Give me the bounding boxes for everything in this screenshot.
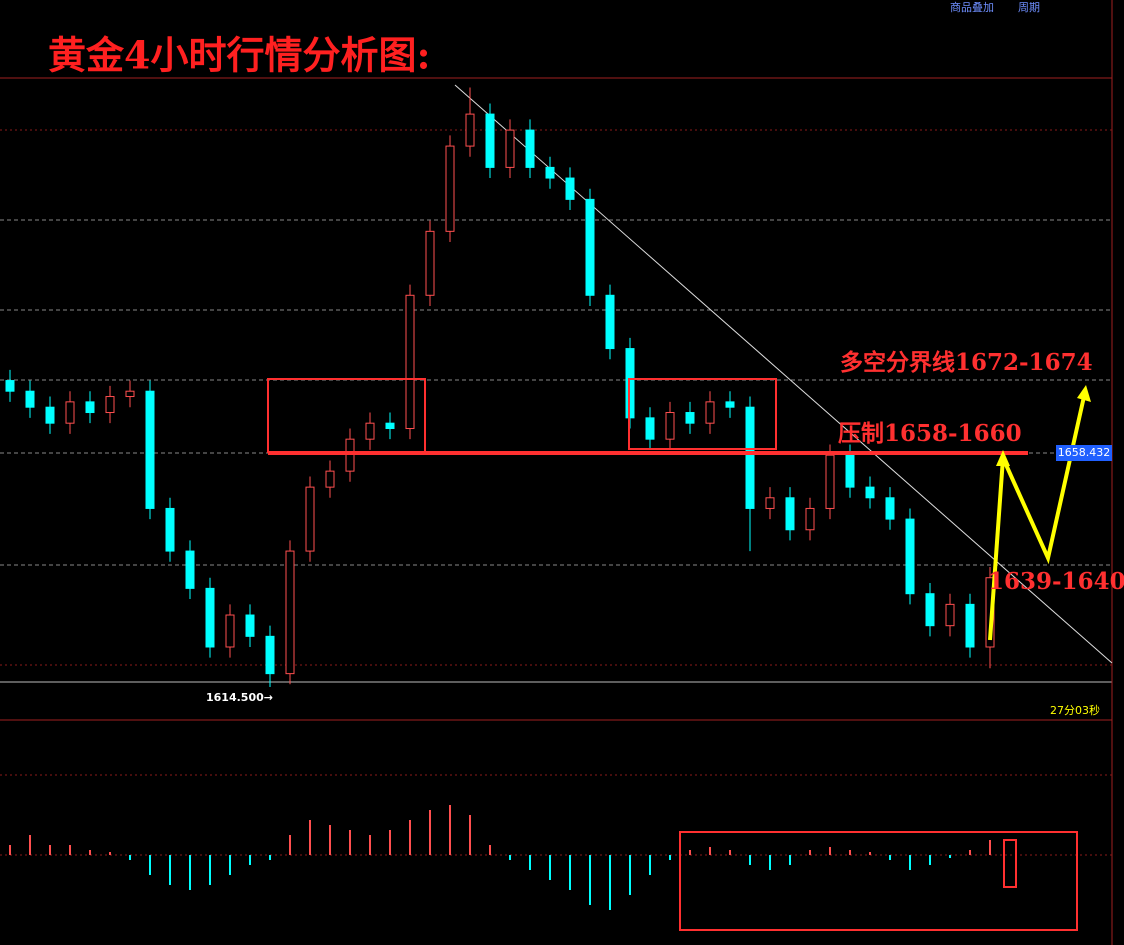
candle-body: [345, 438, 355, 472]
candle-body: [245, 614, 255, 637]
candle-body: [25, 390, 35, 408]
candle-body: [885, 497, 895, 520]
candle-body: [365, 422, 375, 440]
candle-body: [785, 497, 795, 531]
candle-body: [305, 486, 315, 552]
candle-body: [465, 113, 475, 147]
candle-body: [745, 406, 755, 509]
candle-body: [125, 390, 135, 398]
macd-box: [1003, 839, 1017, 888]
candle-body: [185, 550, 195, 589]
arrow-head: [1077, 385, 1091, 402]
candle-body: [405, 294, 415, 430]
chart-title: 黄金4小时行情分析图:: [48, 33, 430, 78]
candle-body: [945, 603, 955, 627]
countdown: 27分03秒: [1050, 703, 1100, 717]
candle-body: [905, 518, 915, 595]
candle-body: [65, 401, 75, 424]
candle-body: [565, 177, 575, 200]
candle-body: [965, 603, 975, 648]
annotation: 多空分界线1672-1674: [840, 349, 1093, 376]
candle-body: [225, 614, 235, 648]
candle-body: [285, 550, 295, 675]
candle-body: [605, 294, 615, 350]
last-price: 1658.432: [1058, 446, 1111, 459]
candle-body: [525, 129, 535, 168]
candle-body: [485, 113, 495, 168]
trend-line: [454, 84, 1113, 664]
candle-body: [165, 507, 175, 552]
candle-body: [145, 390, 155, 509]
candle-body: [325, 470, 335, 488]
candle-body: [265, 635, 275, 675]
candle-body: [585, 198, 595, 296]
candle-body: [705, 401, 715, 424]
arrow-head: [996, 450, 1010, 466]
candle-body: [845, 454, 855, 488]
toolbar-item[interactable]: 商品叠加: [950, 0, 994, 14]
toolbar-item[interactable]: 周期: [1018, 1, 1040, 14]
candle-body: [5, 380, 15, 392]
candle-body: [645, 417, 655, 440]
macd-box: [679, 831, 1078, 931]
forecast-path: [988, 391, 1087, 641]
annotation: 1639-1640: [988, 568, 1124, 595]
candle-body: [505, 129, 515, 168]
candle-body: [665, 412, 675, 440]
candle-body: [445, 145, 455, 232]
candle-body: [725, 401, 735, 408]
candle-body: [825, 454, 835, 509]
candle-body: [105, 396, 115, 414]
candle-body: [45, 406, 55, 424]
candle-body: [545, 166, 555, 179]
candle-body: [865, 486, 875, 499]
candle-body: [205, 587, 215, 648]
candle-body: [685, 412, 695, 424]
candle-body: [385, 422, 395, 430]
candle-body: [85, 401, 95, 414]
range-box: [628, 378, 777, 450]
low-label: 1614.500→: [206, 691, 273, 704]
candle-body: [805, 507, 815, 531]
annotation: 压制1658-1660: [838, 420, 1022, 447]
candle-body: [765, 497, 775, 509]
candle-body: [925, 593, 935, 627]
price-tag: [1056, 445, 1112, 461]
candle-body: [425, 230, 435, 296]
